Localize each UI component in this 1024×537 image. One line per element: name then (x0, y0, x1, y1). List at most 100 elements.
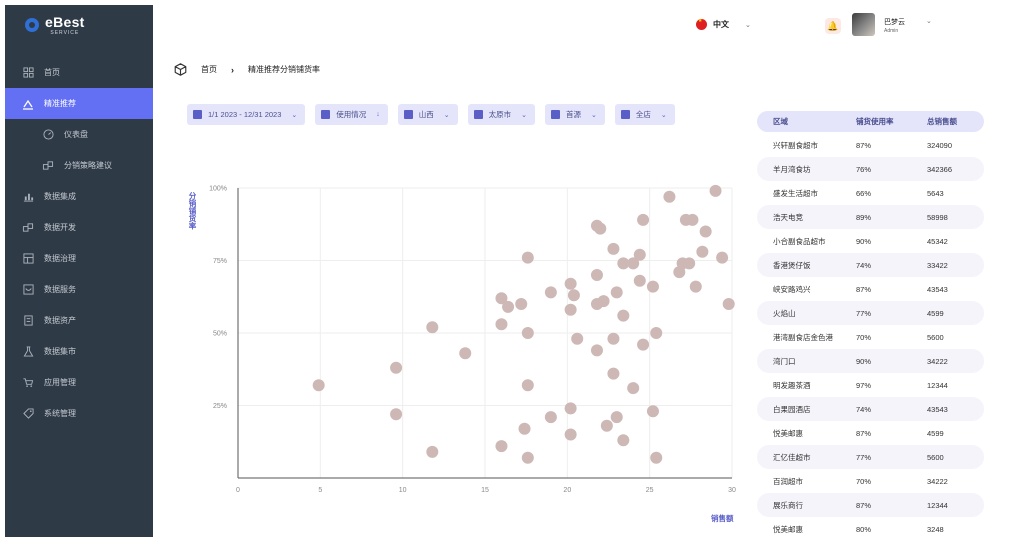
sidebar-item[interactable]: 仪表盘 (5, 119, 153, 150)
scatter-point[interactable] (646, 280, 659, 293)
scatter-point[interactable] (617, 434, 630, 447)
table-row[interactable]: 悦美邮惠 87% 4599 (757, 421, 984, 445)
column-header[interactable]: 铺货使用率 (856, 117, 894, 126)
table-row[interactable]: 浩天电竞 89% 58998 (757, 205, 984, 229)
table-row[interactable]: 湾门口 90% 34222 (757, 349, 984, 373)
scatter-point[interactable] (521, 251, 534, 264)
scatter-point[interactable] (722, 298, 735, 310)
scatter-point[interactable] (617, 257, 630, 270)
sidebar-item[interactable]: 系统管理 (5, 398, 153, 429)
sidebar-item[interactable]: 数据治理 (5, 243, 153, 274)
scatter-point[interactable] (564, 402, 577, 415)
table-row[interactable]: 小合副食品超市 90% 45342 (757, 229, 984, 253)
table-row[interactable]: 峡安路鸡兴 87% 43543 (757, 277, 984, 301)
scatter-point[interactable] (544, 286, 557, 299)
scatter-point[interactable] (564, 277, 577, 290)
column-header[interactable]: 总销售额 (927, 117, 957, 126)
scatter-point[interactable] (390, 408, 403, 421)
table-row[interactable]: 港湾副食店金色港 70% 5600 (757, 325, 984, 349)
scatter-point[interactable] (426, 445, 439, 458)
scatter-point[interactable] (716, 251, 729, 264)
scatter-point[interactable] (515, 298, 528, 310)
scatter-point[interactable] (627, 382, 640, 395)
table-row[interactable]: 明发趣茶酒 97% 12344 (757, 373, 984, 397)
filter-chip[interactable]: 太原市 ⌄ (467, 104, 536, 125)
scatter-point[interactable] (610, 286, 623, 299)
sidebar-item[interactable]: 首页 (5, 57, 153, 88)
column-header[interactable]: 区域 (773, 117, 788, 126)
scatter-point[interactable] (650, 327, 663, 339)
scatter-point[interactable] (646, 405, 659, 418)
breadcrumb-home[interactable]: 首页 (201, 65, 217, 74)
filter-chip[interactable]: 全店 ⌄ (614, 104, 675, 125)
scatter-point[interactable] (502, 300, 515, 313)
scatter-point[interactable] (607, 332, 620, 345)
scatter-point[interactable] (650, 451, 663, 464)
scatter-point[interactable] (617, 309, 630, 322)
scatter-point[interactable] (312, 379, 325, 392)
scatter-point[interactable] (390, 361, 403, 374)
user-menu-chevron-icon[interactable]: ⌄ (926, 18, 932, 25)
table-row[interactable]: 百润超市 70% 34222 (757, 469, 984, 493)
scatter-point[interactable] (495, 440, 508, 453)
table-row[interactable]: 白果园酒店 74% 43543 (757, 397, 984, 421)
scatter-point[interactable] (600, 419, 613, 432)
filter-chip[interactable]: 首源 ⌄ (545, 104, 605, 125)
scatter-point[interactable] (571, 332, 584, 345)
scatter-point[interactable] (459, 347, 472, 360)
scatter-point[interactable] (637, 213, 650, 226)
scatter-point[interactable] (689, 280, 702, 293)
scatter-point[interactable] (590, 344, 603, 357)
table-row[interactable]: 香港煲仔饭 74% 33422 (757, 253, 984, 277)
filter-chip[interactable]: 使用情况 ↓ (315, 104, 388, 125)
logo[interactable]: eBest SERVICE (5, 5, 153, 45)
scatter-point[interactable] (518, 422, 531, 435)
table-row[interactable]: 火焰山 77% 4599 (757, 301, 984, 325)
scatter-point[interactable] (607, 242, 620, 255)
scatter-point[interactable] (521, 451, 534, 464)
scatter-point[interactable] (686, 213, 699, 226)
filter-chip[interactable]: 山西 ⌄ (397, 104, 458, 125)
scatter-point[interactable] (663, 190, 676, 203)
table-row[interactable]: 汇亿佳超市 77% 5600 (757, 445, 984, 469)
notification-bell-icon[interactable]: 🔔 (825, 18, 841, 34)
scatter-point[interactable] (709, 184, 722, 197)
scatter-point[interactable] (495, 318, 508, 331)
scatter-point[interactable] (633, 248, 646, 261)
scatter-point[interactable] (627, 257, 640, 270)
scatter-point[interactable] (521, 379, 534, 392)
scatter-point[interactable] (699, 225, 712, 238)
language-selector[interactable]: 中文 ⌄ (696, 18, 751, 30)
scatter-point[interactable] (594, 222, 607, 235)
table-row[interactable]: 悦美邮惠 80% 3248 (757, 517, 984, 537)
scatter-point[interactable] (564, 303, 577, 316)
sidebar-item[interactable]: 数据开发 (5, 212, 153, 243)
sidebar-item[interactable]: 数据集市 (5, 336, 153, 367)
scatter-point[interactable] (597, 295, 610, 308)
filter-chip[interactable]: 1/1 2023 - 12/31 2023 ⌄ (187, 104, 306, 125)
scatter-point[interactable] (426, 321, 439, 334)
scatter-point[interactable] (696, 245, 709, 258)
scatter-point[interactable] (683, 257, 696, 270)
sidebar-item[interactable]: 数据资产 (5, 305, 153, 336)
sidebar-item[interactable]: 精准推荐 (5, 88, 153, 119)
scatter-point[interactable] (637, 338, 650, 351)
scatter-point[interactable] (521, 327, 534, 339)
scatter-point[interactable] (567, 289, 580, 302)
scatter-point[interactable] (590, 269, 603, 281)
scatter-point[interactable] (495, 292, 508, 305)
sidebar-item[interactable]: 应用管理 (5, 367, 153, 398)
table-row[interactable]: 兴轩副食超市 87% 324090 (757, 133, 984, 157)
table-row[interactable]: 羊月湾食坊 76% 342366 (757, 157, 984, 181)
scatter-point[interactable] (610, 411, 623, 424)
avatar[interactable] (852, 13, 875, 36)
scatter-point[interactable] (544, 411, 557, 424)
scatter-point[interactable] (607, 367, 620, 380)
sidebar-item[interactable]: 分销策略建议 (5, 150, 153, 181)
table-row[interactable]: 展乐商行 87% 12344 (757, 493, 984, 517)
sidebar-item[interactable]: 数据服务 (5, 274, 153, 305)
scatter-point[interactable] (564, 428, 577, 441)
scatter-point[interactable] (633, 274, 646, 287)
sidebar-item[interactable]: 数据集成 (5, 181, 153, 212)
table-row[interactable]: 盛发生活超市 66% 5643 (757, 181, 984, 205)
